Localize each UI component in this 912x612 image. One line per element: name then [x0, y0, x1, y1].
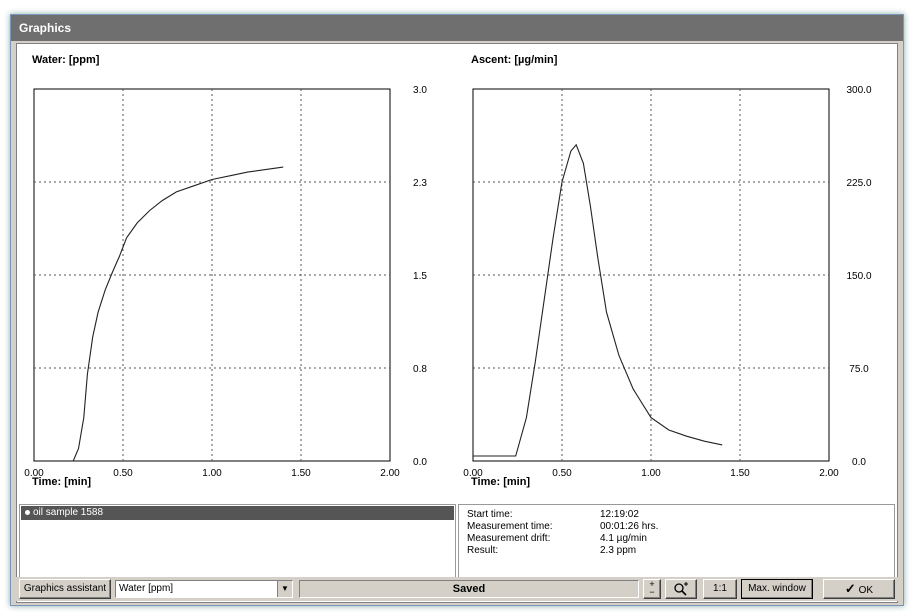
sample-list[interactable]: oil sample 1588 — [19, 504, 456, 582]
ok-label: OK — [858, 585, 874, 596]
x-tick-label: 2.00 — [819, 468, 839, 479]
result-value: 2.3 ppm — [600, 545, 637, 556]
bullet-icon — [25, 509, 30, 515]
graphics-client-area: Water: [ppm] 0.00 0.50 1.00 1.50 2.00 0.0 0.8 1… — [16, 43, 898, 603]
zoom-button[interactable] — [665, 579, 697, 599]
water-chart: 0.00 0.50 1.00 1.50 2.00 0.0 0.8 1.5 2.3 3.0 — [24, 85, 427, 479]
result-label: Start time: — [467, 509, 513, 520]
graphics-assistant-button[interactable]: Graphics assistant — [19, 579, 111, 599]
series-line — [473, 143, 723, 457]
status-text: Saved — [299, 580, 639, 598]
sample-list-item[interactable]: oil sample 1588 — [21, 506, 454, 520]
y-tick-label: 0.0 — [852, 457, 866, 468]
sample-label: oil sample 1588 — [33, 507, 104, 518]
zoom-stepper[interactable]: + − — [643, 579, 661, 599]
checkmark-icon: ✓ — [844, 581, 856, 596]
chevron-down-icon[interactable]: ▼ — [277, 581, 292, 597]
result-label: Result: — [467, 545, 499, 556]
y-tick-label: 2.3 — [413, 178, 427, 189]
x-tick-label: 0.50 — [113, 468, 133, 479]
minus-icon[interactable]: − — [649, 587, 655, 597]
zoom-in-icon — [674, 582, 688, 596]
result-value: 00:01:26 hrs. — [600, 521, 659, 532]
water-chart-title: Water: [ppm] — [32, 54, 100, 66]
result-label: Measurement time: — [467, 521, 553, 532]
ascent-chart-xlabel: Time: [min] — [471, 476, 531, 488]
result-label: Measurement drift: — [467, 533, 551, 544]
x-tick-label: 1.00 — [641, 468, 661, 479]
water-chart-xlabel: Time: [min] — [32, 476, 92, 488]
window-title: Graphics — [11, 15, 903, 41]
y-tick-label: 0.8 — [413, 364, 427, 375]
y-tick-label: 1.5 — [413, 271, 427, 282]
x-tick-label: 0.00 — [24, 468, 44, 479]
graph-select[interactable]: Water [ppm] ▼ — [115, 580, 293, 598]
result-value: 12:19:02 — [600, 509, 639, 520]
graphics-window: Graphics Water: [ppm] 0.00 0.50 1.00 1.50 2.… — [10, 14, 904, 606]
bottom-toolbar: Graphics assistant Water [ppm] ▼ Saved +… — [16, 577, 900, 601]
ratio-button[interactable]: 1:1 — [703, 579, 737, 599]
x-tick-label: 1.50 — [730, 468, 750, 479]
plus-icon[interactable]: + — [649, 579, 655, 589]
y-tick-label: 150.0 — [846, 271, 871, 282]
x-tick-label: 1.00 — [202, 468, 222, 479]
y-tick-label: 300.0 — [846, 85, 871, 96]
ok-button[interactable]: ✓ OK — [823, 579, 895, 599]
result-value: 4.1 µg/min — [600, 533, 647, 544]
x-tick-label: 0.50 — [552, 468, 572, 479]
results-panel: Start time: 12:19:02 Measurement time: 0… — [458, 504, 895, 582]
max-window-button[interactable]: Max. window — [741, 579, 813, 599]
x-tick-label: 2.00 — [380, 468, 400, 479]
graphs-panel: Water: [ppm] 0.00 0.50 1.00 1.50 2.00 0.0 0.8 1… — [18, 45, 896, 501]
ascent-chart-title: Ascent: [µg/min] — [471, 54, 558, 66]
y-tick-label: 0.0 — [413, 457, 427, 468]
x-tick-label: 0.00 — [463, 468, 483, 479]
ascent-chart: 0.00 0.50 1.00 1.50 2.00 0.0 75.0 150.0 225.0 300… — [463, 85, 872, 479]
series-line — [72, 166, 284, 462]
graph-select-value: Water [ppm] — [119, 583, 174, 594]
y-tick-label: 3.0 — [413, 85, 427, 96]
x-tick-label: 1.50 — [291, 468, 311, 479]
y-tick-label: 75.0 — [849, 364, 869, 375]
y-tick-label: 225.0 — [846, 178, 871, 189]
